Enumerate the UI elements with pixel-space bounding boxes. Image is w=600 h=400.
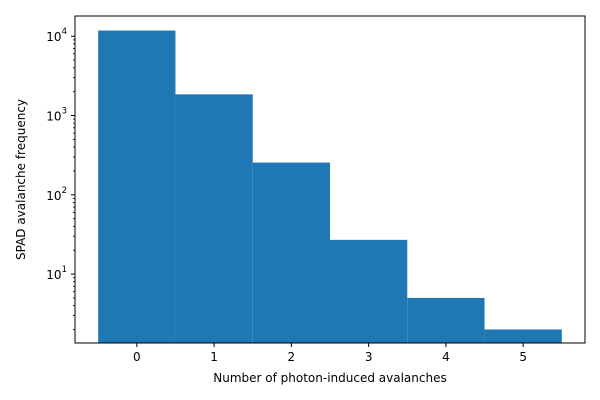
y-axis-ticks: 101 102 103 104: [46, 27, 75, 330]
x-axis-label: Number of photon-induced avalanches: [213, 371, 446, 385]
bars: [98, 30, 562, 344]
x-tick-label: 0: [133, 350, 141, 364]
plot-frame: [74, 15, 586, 344]
y-tick-label: 103: [46, 107, 67, 124]
y-axis-label: SPAD avalanche frequency: [14, 99, 28, 260]
x-tick-label: 2: [288, 350, 296, 364]
bar-0: [98, 30, 176, 343]
bar-4: [407, 297, 485, 343]
bar-2: [252, 162, 330, 343]
bar-5: [484, 329, 562, 343]
x-axis-ticks: 0 1 2 3 4 5: [133, 343, 527, 364]
bar-1: [175, 94, 253, 344]
y-tick-label: 101: [46, 265, 67, 282]
bar-3: [330, 239, 408, 343]
x-tick-label: 3: [365, 350, 373, 364]
x-tick-label: 1: [210, 350, 218, 364]
x-tick-label: 5: [519, 350, 527, 364]
y-tick-label: 102: [46, 186, 67, 203]
x-tick-label: 4: [442, 350, 450, 364]
y-tick-label: 104: [46, 27, 67, 44]
